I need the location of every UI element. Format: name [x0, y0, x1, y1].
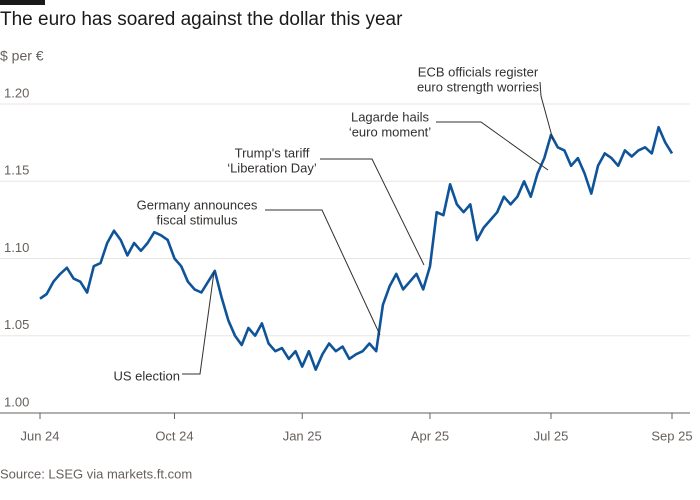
annotation: euro strength worries [417, 79, 540, 94]
x-tick-label: Jan 25 [283, 428, 322, 443]
annotation: ‘Liberation Day’ [227, 160, 317, 175]
annotation: US election [114, 368, 180, 383]
annotation-leader [320, 158, 425, 266]
x-tick-label: Jul 25 [534, 428, 569, 443]
annotation: ‘euro moment’ [349, 124, 431, 139]
chart-title: The euro has soared against the dollar t… [0, 9, 403, 30]
x-tick-label: Sep 25 [651, 428, 692, 443]
x-tick-label: Jun 24 [20, 428, 59, 443]
annotation: Germany announces [137, 197, 258, 212]
annotation: ECB officials register [418, 64, 539, 79]
x-tick-label: Apr 25 [411, 428, 449, 443]
annotation-leader [436, 121, 549, 171]
y-tick-label: 1.00 [4, 394, 29, 409]
annotation-leader [182, 271, 215, 375]
x-tick-label: Oct 24 [155, 428, 193, 443]
annotation-leader [539, 81, 554, 141]
annotation: Lagarde hails [351, 109, 430, 124]
y-tick-label: 1.15 [4, 163, 29, 178]
y-tick-label: 1.05 [4, 317, 29, 332]
annotation: fiscal stimulus [157, 212, 238, 227]
annotation: Trump's tariff [235, 145, 310, 160]
source: Source: LSEG via markets.ft.com [0, 466, 192, 481]
line-series [39, 125, 674, 371]
y-tick-label: 1.20 [4, 85, 29, 100]
subtitle: $ per € [0, 48, 44, 64]
brand-bar [0, 0, 45, 5]
y-tick-label: 1.10 [4, 240, 29, 255]
annotation-leader [265, 209, 381, 336]
